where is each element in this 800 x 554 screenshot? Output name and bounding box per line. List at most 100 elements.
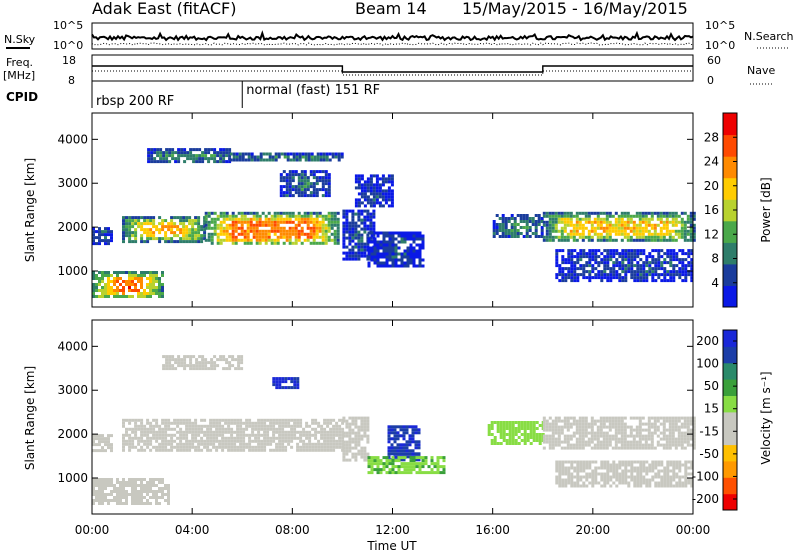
data-cell (177, 157, 181, 161)
data-cell (237, 238, 241, 242)
data-cell (668, 422, 672, 426)
data-cell (602, 229, 606, 233)
data-cell (336, 232, 340, 236)
data-cell (611, 416, 615, 420)
data-cell (629, 214, 633, 218)
data-cell (236, 445, 240, 449)
data-cell (564, 267, 568, 271)
data-cell (291, 185, 295, 189)
data-cell (612, 481, 616, 485)
data-cell (209, 436, 213, 440)
data-cell (351, 248, 355, 252)
data-cell (215, 418, 219, 422)
data-cell (194, 240, 198, 244)
data-cell (498, 226, 502, 229)
data-cell (660, 264, 664, 268)
data-cell (614, 428, 618, 432)
data-cell (537, 217, 541, 220)
data-cell (155, 280, 158, 283)
data-cell (98, 289, 101, 292)
data-cell (113, 292, 116, 295)
data-cell (255, 241, 259, 245)
cpid-label: CPID (6, 90, 38, 104)
data-cell (297, 185, 301, 189)
data-cell (651, 261, 655, 265)
data-cell (563, 440, 567, 444)
data-cell (370, 465, 374, 469)
data-cell (251, 424, 255, 428)
data-cell (660, 478, 664, 482)
data-cell (638, 443, 642, 447)
data-cell (370, 249, 374, 253)
data-cell (564, 481, 568, 485)
data-cell (632, 443, 636, 447)
data-cell (636, 481, 640, 485)
data-cell (351, 251, 355, 255)
data-cell (690, 481, 694, 485)
data-cell (608, 416, 612, 420)
data-cell (197, 442, 201, 446)
data-cell (666, 252, 670, 256)
data-cell (263, 433, 267, 437)
data-cell (579, 273, 583, 277)
data-cell (288, 176, 292, 180)
data-cell (567, 472, 571, 476)
data-cell (674, 238, 678, 242)
data-cell (654, 484, 658, 488)
data-cell (575, 437, 579, 441)
data-cell (110, 484, 113, 487)
data-cell (560, 214, 564, 218)
data-cell (264, 238, 268, 242)
data-cell (92, 434, 95, 438)
data-cell (270, 217, 274, 221)
data-cell (674, 419, 678, 423)
data-cell (265, 152, 269, 156)
data-cell (409, 459, 413, 463)
data-cell (360, 236, 364, 240)
data-cell (593, 220, 597, 224)
data-cell (363, 224, 367, 228)
data-cell (391, 255, 395, 259)
data-cell (210, 358, 214, 362)
data-cell (161, 490, 164, 493)
data-cell (621, 463, 625, 467)
data-cell (255, 226, 259, 230)
data-cell (152, 231, 156, 235)
data-cell (152, 478, 155, 481)
data-cell (373, 249, 377, 253)
data-cell (591, 478, 595, 482)
data-cell (306, 214, 310, 218)
data-cell (391, 243, 395, 247)
colorbar-swatch (723, 220, 737, 243)
data-cell (122, 487, 125, 490)
y-tick-label: 2000 (57, 427, 88, 441)
data-cell (369, 201, 373, 205)
data-cell (140, 240, 144, 244)
data-cell (400, 264, 404, 268)
data-cell (278, 386, 282, 390)
data-cell (303, 182, 307, 186)
data-cell (104, 271, 107, 274)
data-cell (122, 493, 125, 496)
data-cell (647, 419, 651, 423)
data-cell (638, 220, 642, 224)
data-cell (614, 437, 618, 441)
data-cell (689, 211, 693, 215)
data-cell (149, 496, 152, 499)
data-cell (293, 377, 297, 381)
data-cell (683, 223, 687, 227)
data-cell (397, 246, 401, 250)
data-cell (405, 452, 409, 456)
data-cell (315, 235, 319, 239)
data-cell (645, 273, 649, 277)
data-cell (399, 449, 403, 453)
data-cell (573, 273, 577, 277)
data-cell (511, 439, 515, 442)
data-cell (402, 437, 406, 441)
data-cell (240, 229, 244, 233)
data-cell (360, 201, 364, 205)
data-cell (321, 182, 325, 186)
data-cell (246, 235, 250, 239)
data-cell (213, 355, 217, 359)
data-cell (354, 416, 358, 420)
